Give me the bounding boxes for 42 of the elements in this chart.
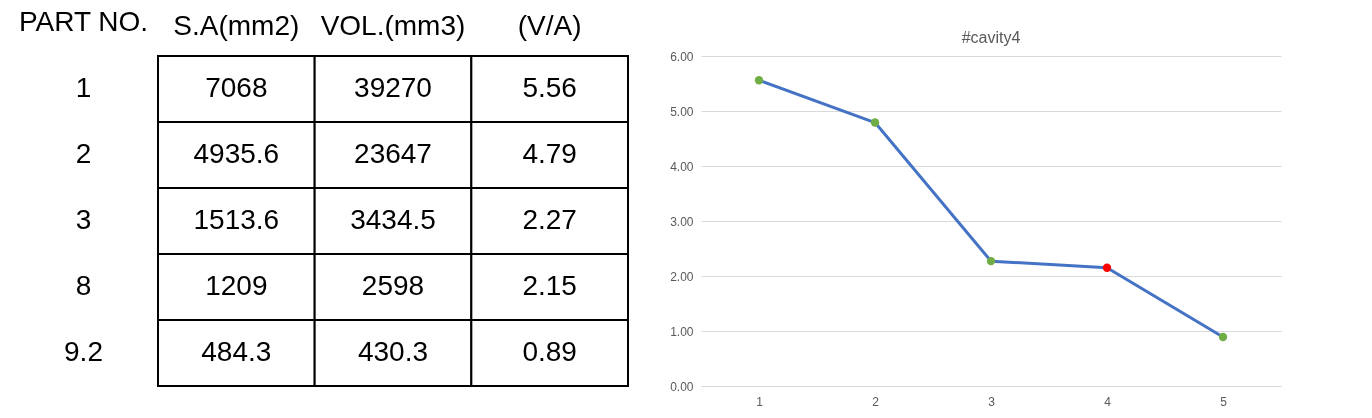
y-tick-label: 2	[75, 138, 92, 169]
data-label: 1209	[205, 270, 268, 301]
y-tick-label: 1	[75, 72, 92, 103]
point	[1102, 263, 1112, 272]
point	[754, 76, 764, 85]
chart-title: #cavity4	[961, 29, 1021, 46]
data-label: 2.15	[522, 270, 577, 301]
x-tick-label: S.A(mm2)	[173, 9, 300, 41]
x-tick-label: VOL.(mm3)	[320, 9, 466, 41]
y-tick-label: 3.00	[670, 214, 694, 229]
y-tick-label: 6.00	[670, 49, 694, 64]
data-label: 23647	[354, 138, 432, 169]
x-tick-label: (V/A)	[517, 9, 582, 41]
x-tick-label: 2	[872, 394, 880, 409]
point	[870, 118, 880, 127]
y-tick-label: 8	[75, 270, 92, 301]
x-tick-label: 4	[1104, 394, 1112, 409]
data-label: 484.3	[201, 336, 272, 367]
data-label: 2598	[361, 270, 425, 301]
data-label: 0.89	[522, 336, 577, 367]
y-tick-label: 4.00	[670, 159, 694, 174]
point	[1218, 332, 1228, 342]
data-label: 2.27	[522, 204, 577, 235]
x-tick-label: 3	[988, 394, 996, 409]
y-tick-label: 0.00	[670, 379, 694, 394]
data-label: 39270	[354, 72, 432, 103]
data-label: 430.3	[357, 336, 429, 367]
x-tick-label: 5	[1220, 394, 1228, 409]
data-label: 7068	[205, 72, 268, 103]
data-label: 4.79	[522, 138, 577, 169]
data-label: 5.56	[522, 72, 577, 103]
y-tick-label: 2.00	[670, 269, 694, 284]
data-label: 3434.5	[350, 204, 436, 235]
y-axis-title: PART NO.	[18, 5, 149, 37]
data-label: 4935.6	[193, 138, 280, 169]
y-tick-label: 1.00	[670, 324, 694, 339]
point	[986, 256, 996, 266]
y-tick-label: 9.2	[64, 336, 103, 367]
y-tick-label: 3	[75, 204, 92, 235]
y-tick-label: 5.00	[670, 104, 694, 119]
data-label: 1513.6	[193, 204, 280, 235]
x-tick-label: 1	[756, 394, 764, 409]
